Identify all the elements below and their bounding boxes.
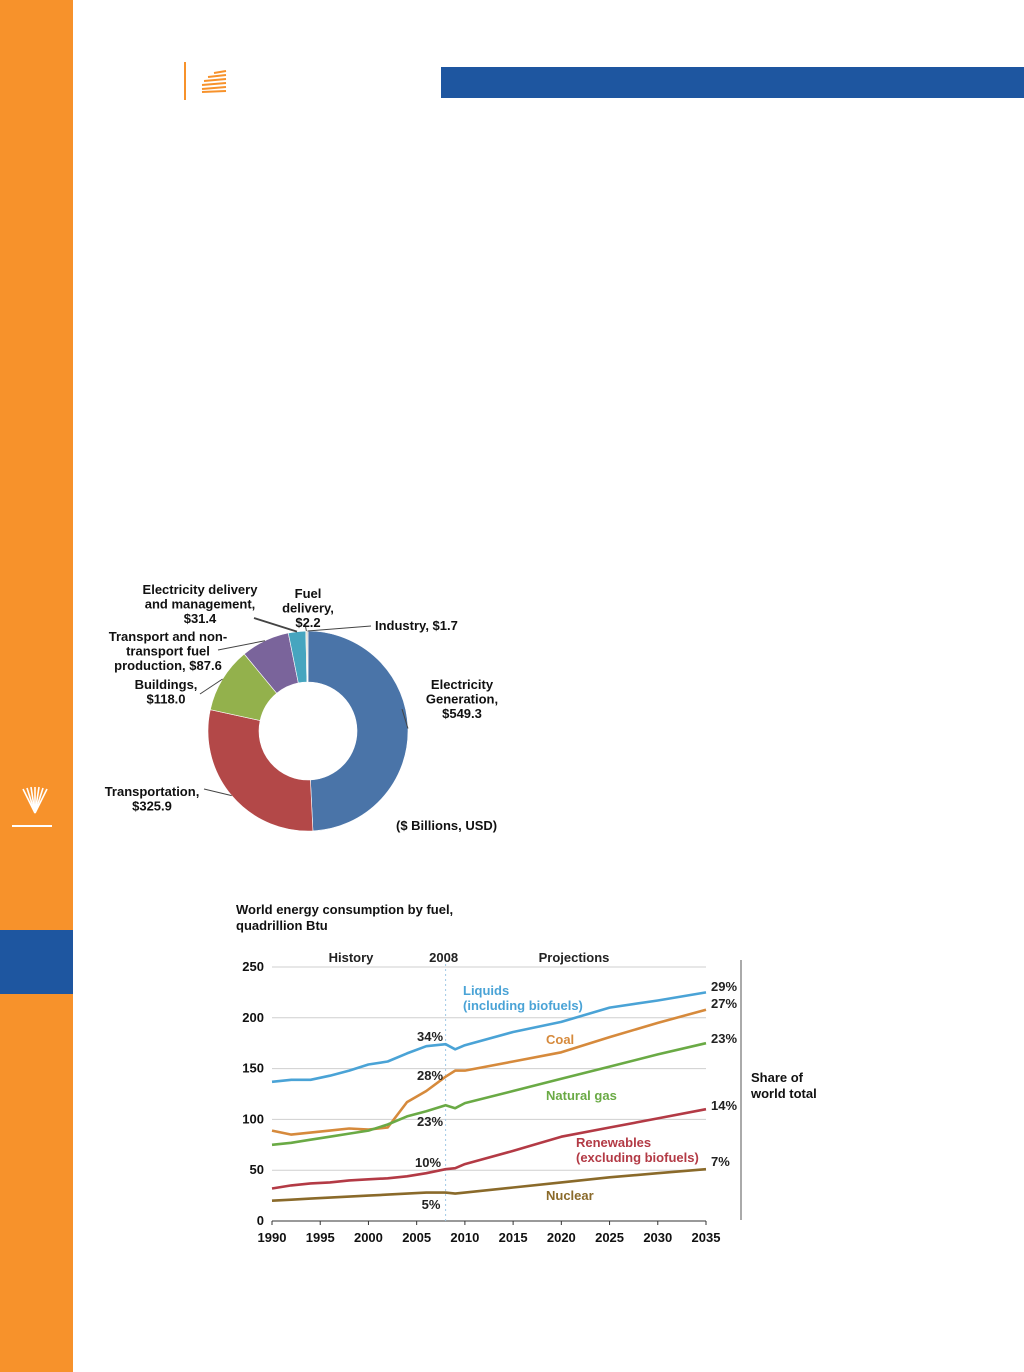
donut-label-electricity-generation: Generation, <box>426 692 498 707</box>
donut-label-industry: Industry, $1.7 <box>375 618 458 633</box>
header-divider <box>184 62 186 100</box>
donut-units-label: ($ Billions, USD) <box>396 818 497 833</box>
share-2035-coal: 27% <box>711 996 737 1011</box>
series-label-renewables-excluding-biofuels: (excluding biofuels) <box>576 1150 699 1165</box>
donut-label-electricity-delivery-and-management: $31.4 <box>184 611 217 626</box>
share-2008-natural-gas: 23% <box>417 1114 443 1129</box>
share-of-world-total-label: world total <box>750 1086 817 1101</box>
donut-leader-electricity-delivery-and-management <box>253 617 298 633</box>
donut-label-fuel-delivery: $2.2 <box>295 615 320 630</box>
y-tick-label: 50 <box>250 1162 264 1177</box>
share-2035-nuclear: 7% <box>711 1154 730 1169</box>
donut-slice-transportation <box>207 709 314 832</box>
x-tick-label: 1990 <box>258 1230 287 1245</box>
x-tick-label: 2035 <box>692 1230 721 1245</box>
line-chart-subtitle: quadrillion Btu <box>236 918 328 933</box>
donut-label-transport-and-non-transport-fuel-production: Transport and non- <box>109 629 227 644</box>
y-tick-label: 250 <box>242 959 264 974</box>
x-tick-label: 2030 <box>643 1230 672 1245</box>
donut-leader-transport-and-non-transport-fuel-production <box>217 640 266 651</box>
header-label-projections: Projections <box>539 950 610 965</box>
series-line-renewables-excluding-biofuels <box>271 1107 707 1190</box>
left-divider <box>12 825 52 827</box>
header-label-divider: 2008 <box>429 950 458 965</box>
donut-label-fuel-delivery: Fuel <box>295 586 322 601</box>
line-chart-title: World energy consumption by fuel, <box>236 902 453 917</box>
donut-leader-electricity-generation <box>401 708 409 729</box>
y-tick-label: 150 <box>242 1061 264 1076</box>
series-line-nuclear <box>271 1167 707 1202</box>
series-line-natural-gas <box>271 1041 707 1147</box>
share-of-world-total-label: Share of <box>751 1070 804 1085</box>
x-tick-label: 2025 <box>595 1230 624 1245</box>
series-label-liquids-including-biofuels: (including biofuels) <box>463 998 583 1013</box>
donut-label-buildings: Buildings, <box>135 677 198 692</box>
header-bar <box>441 67 1024 98</box>
share-2008-nuclear: 5% <box>422 1197 441 1212</box>
donut-leader-fuel-delivery <box>304 623 307 632</box>
x-tick-label: 2005 <box>402 1230 431 1245</box>
x-tick-label: 2010 <box>450 1230 479 1245</box>
y-tick-label: 200 <box>242 1010 264 1025</box>
series-label-natural-gas: Natural gas <box>546 1088 617 1103</box>
share-2035-renewables-excluding-biofuels: 14% <box>711 1098 737 1113</box>
donut-leader-buildings <box>199 678 223 695</box>
donut-label-transport-and-non-transport-fuel-production: production, $87.6 <box>114 658 222 673</box>
left-orange-band <box>0 0 73 1372</box>
donut-slice-industry <box>306 630 309 683</box>
series-line-coal <box>271 1008 707 1136</box>
y-tick-label: 0 <box>257 1213 264 1228</box>
x-tick-label: 2015 <box>499 1230 528 1245</box>
donut-leader-transportation <box>203 788 232 797</box>
series-label-liquids-including-biofuels: Liquids <box>463 983 509 998</box>
x-tick-label: 2000 <box>354 1230 383 1245</box>
donut-label-electricity-delivery-and-management: and management, <box>145 597 256 612</box>
donut-label-electricity-delivery-and-management: Electricity delivery <box>143 582 259 597</box>
donut-label-transportation: $325.9 <box>132 799 172 814</box>
share-2035-liquids-including-biofuels: 29% <box>711 979 737 994</box>
donut-label-transport-and-non-transport-fuel-production: transport fuel <box>126 644 210 659</box>
sunburst-icon <box>22 786 48 814</box>
x-tick-label: 2020 <box>547 1230 576 1245</box>
series-label-coal: Coal <box>546 1032 574 1047</box>
series-label-renewables-excluding-biofuels: Renewables <box>576 1135 651 1150</box>
series-line-liquids-including-biofuels <box>271 991 707 1084</box>
donut-label-electricity-generation: $549.3 <box>442 706 482 721</box>
header-label-history: History <box>329 950 375 965</box>
donut-label-electricity-generation: Electricity <box>431 677 494 692</box>
share-2008-liquids-including-biofuels: 34% <box>417 1029 443 1044</box>
series-label-nuclear: Nuclear <box>546 1188 594 1203</box>
donut-leader-industry <box>307 625 372 632</box>
energy-consumption-line-chart: World energy consumption by fuel, quadri… <box>236 902 817 1245</box>
x-tick-label: 1995 <box>306 1230 335 1245</box>
y-tick-label: 100 <box>242 1111 264 1126</box>
donut-slice-electricity-generation <box>307 630 409 832</box>
donut-label-fuel-delivery: delivery, <box>282 601 334 616</box>
donut-label-buildings: $118.0 <box>146 692 185 707</box>
share-2008-renewables-excluding-biofuels: 10% <box>415 1155 441 1170</box>
share-2008-coal: 28% <box>417 1068 443 1083</box>
left-blue-tab <box>0 930 73 994</box>
share-2035-natural-gas: 23% <box>711 1031 737 1046</box>
donut-label-transportation: Transportation, <box>105 784 200 799</box>
logo-icon <box>201 70 227 93</box>
